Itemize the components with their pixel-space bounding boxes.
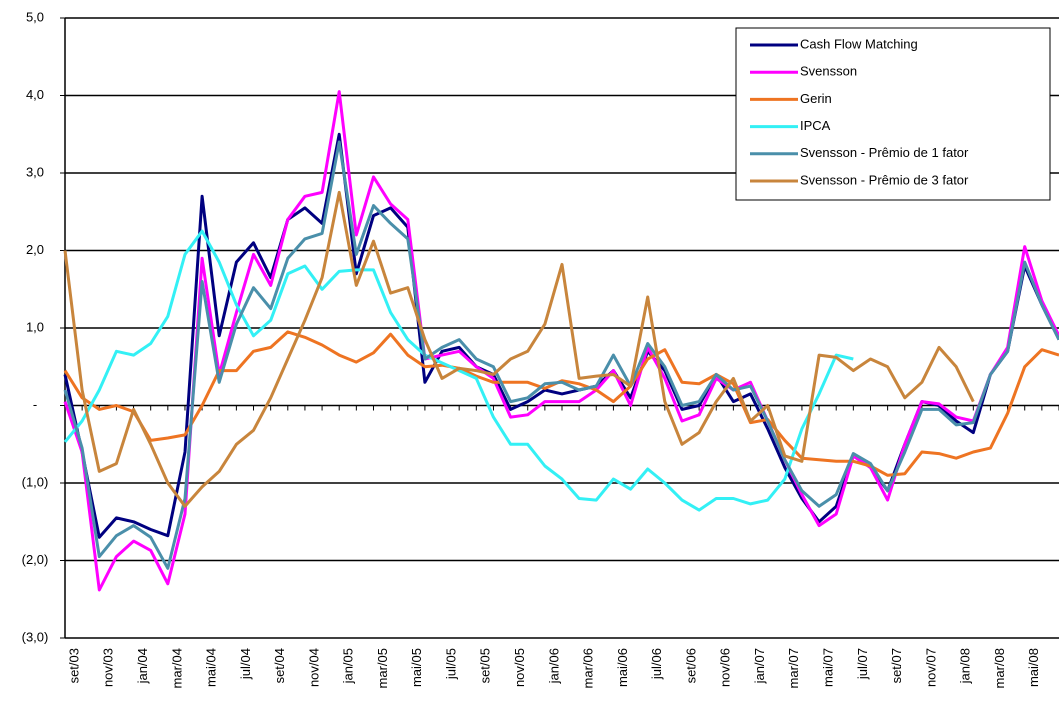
x-tick-label: mar/08 (992, 648, 1007, 688)
legend-label: Svensson - Prêmio de 3 fator (800, 172, 969, 187)
y-tick-label: 2,0 (26, 242, 44, 257)
x-tick-label: jul/04 (238, 648, 253, 680)
x-tick-label: jan/04 (135, 648, 150, 684)
legend-label: Cash Flow Matching (800, 36, 918, 51)
series-line (63, 229, 854, 512)
series-line (63, 140, 1059, 570)
y-tick-label: 3,0 (26, 164, 44, 179)
y-tick-label: (2,0) (22, 552, 49, 567)
x-tick-label: nov/05 (512, 648, 527, 687)
x-tick-label: set/04 (272, 648, 287, 683)
y-tick-label: 1,0 (26, 319, 44, 334)
x-tick-label: jan/05 (341, 648, 356, 684)
x-tick-label: set/07 (889, 648, 904, 683)
x-tick-label: mai/06 (615, 648, 630, 687)
x-tick-label: jul/07 (855, 648, 870, 680)
x-tick-label: jan/06 (546, 648, 561, 684)
x-tick-label: jan/07 (752, 648, 767, 684)
y-tick-label: (3,0) (22, 629, 49, 644)
x-tick-label: mai/07 (821, 648, 836, 687)
x-tick-label: nov/04 (306, 648, 321, 687)
x-tick-label: nov/03 (101, 648, 116, 687)
legend-label: IPCA (800, 118, 831, 133)
y-tick-label: - (33, 397, 37, 412)
x-tick-label: mai/08 (1026, 648, 1041, 687)
legend-box (735, 27, 1051, 201)
y-tick-label: 4,0 (26, 87, 44, 102)
legend-label: Gerin (800, 91, 832, 106)
x-tick-label: mai/05 (409, 648, 424, 687)
x-tick-label: mar/07 (786, 648, 801, 688)
legend-label: Svensson - Prêmio de 1 fator (800, 145, 969, 160)
series-line (63, 190, 975, 508)
y-tick-label: 5,0 (26, 9, 44, 24)
x-tick-label: set/03 (66, 648, 81, 683)
x-tick-label: mar/05 (375, 648, 390, 688)
legend-label: Svensson (800, 64, 857, 79)
x-tick-label: mai/04 (204, 648, 219, 687)
x-tick-label: jul/05 (443, 648, 458, 680)
x-tick-label: set/06 (683, 648, 698, 683)
x-tick-label: jan/08 (958, 648, 973, 684)
x-tick-label: nov/06 (718, 648, 733, 687)
y-tick-label: (1,0) (22, 474, 49, 489)
x-tick-label: mar/06 (581, 648, 596, 688)
x-tick-label: nov/07 (923, 648, 938, 687)
x-tick-label: set/05 (478, 648, 493, 683)
x-tick-label: jul/06 (649, 648, 664, 680)
x-tick-label: mar/04 (169, 648, 184, 688)
